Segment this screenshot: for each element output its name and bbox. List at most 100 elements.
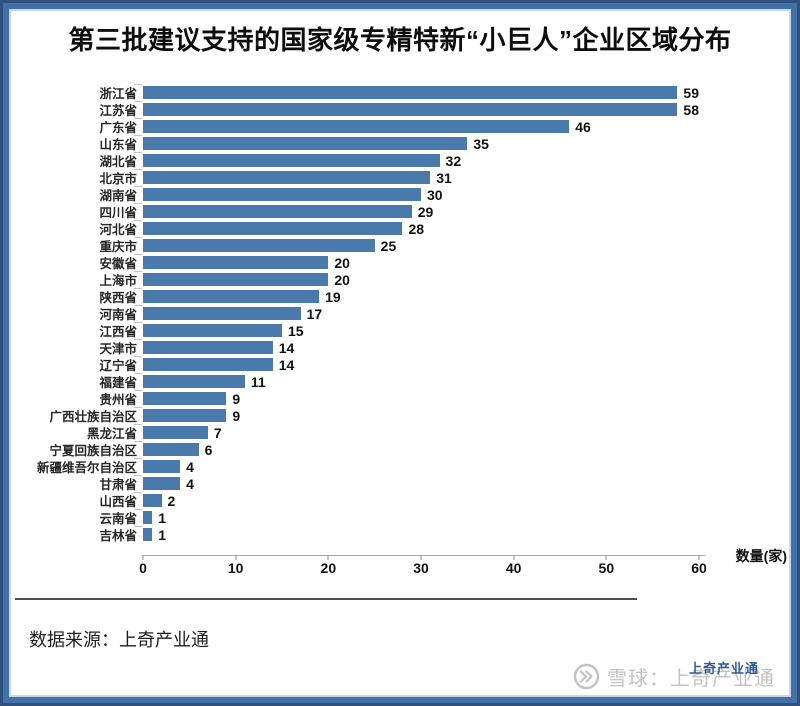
category-tick-mark	[134, 441, 142, 442]
bar	[143, 477, 181, 490]
bar-row: 云南省 1	[9, 509, 699, 526]
category-label: 山东省	[99, 138, 137, 152]
bar	[143, 290, 320, 303]
bar-row: 广西壮族自治区 9	[9, 407, 699, 424]
bar-track: 14	[134, 356, 699, 373]
bar-track: 7	[134, 424, 699, 441]
bar-chart: 浙江省 59 江苏省 58 广东省 46 山东省 35 湖北省	[9, 84, 791, 581]
category-label: 山西省	[99, 495, 137, 509]
bar	[143, 239, 375, 252]
bar-track: 14	[134, 339, 699, 356]
bar-track: 25	[134, 237, 699, 254]
x-tick-mark	[513, 555, 515, 560]
value-label: 20	[334, 254, 350, 271]
value-label: 11	[250, 373, 266, 390]
bar-row: 上海市 20	[9, 271, 699, 288]
category-label: 四川省	[99, 206, 137, 220]
x-tick-label: 50	[598, 560, 615, 576]
bar-row: 四川省 29	[9, 203, 699, 220]
bar	[143, 86, 678, 99]
category-tick-mark	[134, 305, 142, 306]
category-label: 浙江省	[99, 87, 137, 101]
footer-divider	[15, 598, 637, 600]
bar-row: 天津市 14	[9, 339, 699, 356]
data-source-label: 数据来源：上奇产业通	[29, 630, 209, 650]
value-label: 1	[158, 509, 167, 526]
bar	[143, 511, 153, 524]
category-tick-mark	[134, 254, 142, 255]
x-tick-label: 0	[139, 560, 147, 576]
bar-track: 35	[134, 135, 699, 152]
category-label: 贵州省	[99, 393, 137, 407]
x-tick-mark	[698, 555, 700, 560]
bar	[143, 222, 403, 235]
x-tick-mark	[235, 555, 237, 560]
bar-row: 新疆维吾尔自治区 4	[9, 458, 699, 475]
category-tick-mark	[134, 203, 142, 204]
category-tick-mark	[134, 322, 142, 323]
bar	[143, 171, 431, 184]
bar-row: 山东省 35	[9, 135, 699, 152]
bar-row: 湖南省 30	[9, 186, 699, 203]
bar-rows: 浙江省 59 江苏省 58 广东省 46 山东省 35 湖北省	[9, 84, 791, 543]
value-label: 1	[158, 526, 167, 543]
category-label: 江西省	[99, 325, 137, 339]
category-tick-mark	[134, 101, 142, 102]
bar-track: 29	[134, 203, 699, 220]
bar	[143, 341, 273, 354]
value-label: 32	[445, 152, 462, 169]
bar-row: 山西省 2	[9, 492, 699, 509]
category-label: 吉林省	[99, 529, 137, 543]
bar-row: 宁夏回族自治区 6	[9, 441, 699, 458]
value-label: 29	[417, 203, 434, 220]
category-tick-mark	[134, 509, 142, 510]
bar-track: 28	[134, 220, 699, 237]
bar-row: 北京市 31	[9, 169, 699, 186]
category-tick-mark	[134, 186, 142, 187]
page-frame-inner: 第三批建议支持的国家级专精特新“小巨人”企业区域分布 浙江省 59 江苏省 58…	[3, 3, 797, 703]
bar-row: 湖北省 32	[9, 152, 699, 169]
bar	[143, 273, 329, 286]
bar-track: 11	[134, 373, 699, 390]
bar-track: 17	[134, 305, 699, 322]
bar-row: 福建省 11	[9, 373, 699, 390]
category-label: 云南省	[99, 512, 137, 526]
bar-row: 广东省 46	[9, 118, 699, 135]
bar	[143, 120, 570, 133]
category-tick-mark	[134, 169, 142, 170]
bar-row: 河北省 28	[9, 220, 699, 237]
category-label: 福建省	[99, 376, 137, 390]
bar-row: 江苏省 58	[9, 101, 699, 118]
bar-row: 河南省 17	[9, 305, 699, 322]
bar	[143, 358, 273, 371]
bar-track: 1	[134, 509, 699, 526]
x-tick-label: 60	[691, 560, 707, 576]
value-label: 14	[278, 356, 295, 373]
bar-row: 吉林省 1	[9, 526, 699, 543]
value-label: 59	[683, 84, 699, 101]
bar	[143, 324, 282, 337]
x-axis-line	[143, 555, 705, 556]
bar-track: 59	[134, 84, 699, 101]
x-tick-label: 20	[320, 560, 337, 576]
category-tick-mark	[134, 84, 142, 85]
x-axis: 数量(家) 0 10 20 30 40 50 60	[139, 548, 787, 581]
value-label: 31	[436, 169, 452, 186]
category-tick-mark	[134, 152, 142, 153]
bar-track: 20	[134, 254, 699, 271]
category-label: 河北省	[99, 223, 137, 237]
x-tick-label: 40	[505, 560, 522, 576]
category-label: 宁夏回族自治区	[49, 444, 137, 458]
watermark-text-wrap: 雪球：上奇产业通 上奇产业通	[607, 661, 775, 691]
bar-track: 15	[134, 322, 699, 339]
category-tick-mark	[134, 407, 142, 408]
category-tick-mark	[134, 475, 142, 476]
category-label: 湖北省	[99, 155, 137, 169]
category-label: 广东省	[99, 121, 137, 135]
value-label: 4	[186, 458, 194, 475]
value-label: 2	[167, 492, 176, 509]
bar	[143, 528, 153, 541]
x-tick-mark	[605, 555, 607, 560]
category-tick-mark	[134, 220, 142, 221]
bar	[143, 307, 301, 320]
